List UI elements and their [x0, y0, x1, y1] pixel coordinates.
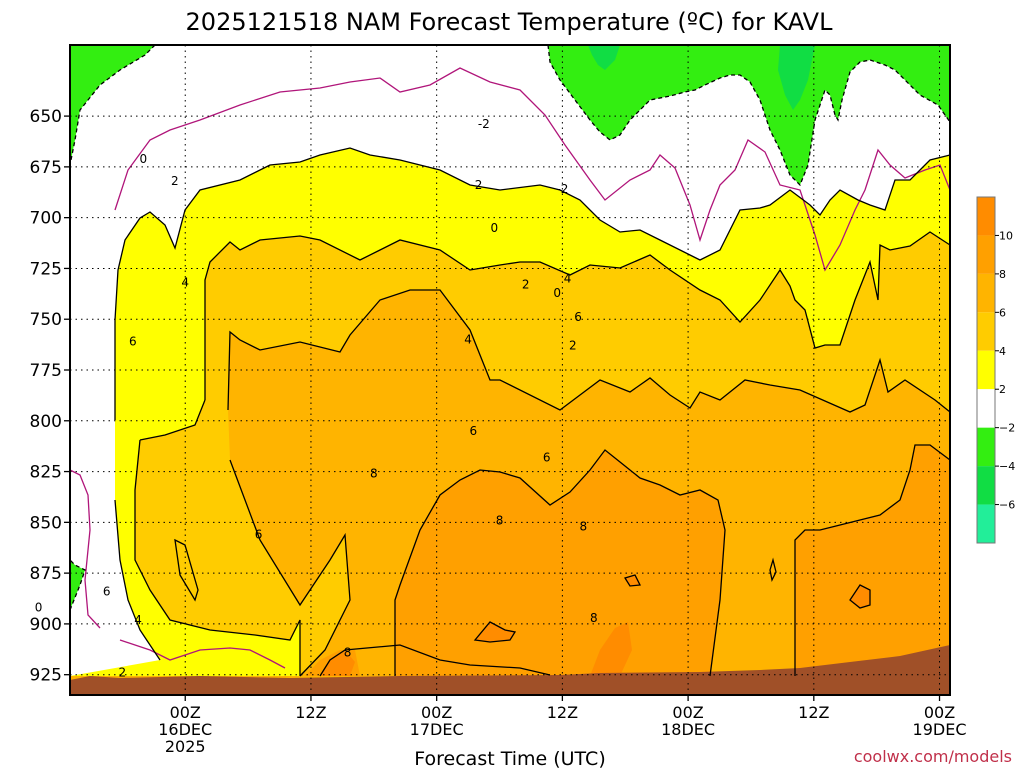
colorbar-band: [977, 389, 995, 428]
x-tick-label: 17DEC: [410, 720, 464, 739]
x-tick-label: 00Z: [924, 703, 955, 722]
band-8-10: [305, 445, 950, 676]
colorbar-band: [977, 197, 995, 236]
y-tick-label: 825: [30, 463, 62, 483]
y-tick-label: 850: [30, 513, 62, 533]
contour-label: 6: [103, 584, 111, 598]
contour-8c: [319, 644, 551, 677]
colorbar-band: [977, 427, 995, 467]
contour-label: 4: [464, 333, 472, 347]
contour-10a: [473, 621, 517, 643]
contour-2b: [114, 439, 301, 676]
contour-label: 0: [140, 152, 148, 166]
colorbar-label: −4: [999, 460, 1015, 473]
x-tick-label: 19DEC: [913, 720, 967, 739]
y-tick-label: 800: [30, 412, 62, 432]
y-tick-label: 925: [30, 666, 62, 686]
contour-label: 6: [470, 424, 478, 438]
contour-label: 6: [255, 528, 263, 542]
contour-label: 2: [119, 666, 127, 680]
grid-lines: [70, 45, 950, 695]
colorbar-label: 6: [999, 306, 1006, 319]
contour-neg2b: [547, 44, 951, 187]
x-tick-label: 12Z: [295, 703, 326, 722]
y-tick-label: 675: [30, 158, 62, 178]
chart-title: 2025121518 NAM Forecast Temperature (ºC)…: [186, 8, 834, 36]
contour-4b: [139, 399, 351, 677]
credit-text: coolwx.com/models: [854, 747, 1012, 766]
contour-2: [114, 147, 951, 420]
contour-label: 0: [553, 286, 561, 300]
y-tick-label: 750: [30, 310, 62, 330]
contour-label: 8: [580, 519, 588, 533]
y-axis: 650 675 700 725 750 775 800 825 850 875 900 925: [30, 107, 70, 686]
contour-neg2: [69, 44, 156, 166]
contour-label: -2: [556, 182, 568, 196]
contour-label: 0: [35, 601, 43, 615]
colorbar-band: [977, 273, 995, 313]
contour-label: 8: [370, 467, 378, 481]
x-tick-label: 16DEC: [158, 720, 212, 739]
contour-lines-layer: [69, 44, 951, 677]
contour-label: 8: [590, 611, 598, 625]
contour-6: [227, 289, 951, 413]
colorbar-label: 4: [999, 345, 1006, 358]
x-tick-label: 00Z: [421, 703, 452, 722]
colorbar-label: −6: [999, 499, 1015, 512]
contour-label: 2: [475, 178, 483, 192]
contour-0: [114, 67, 951, 272]
contour-label: 6: [574, 310, 582, 324]
contour-8: [394, 449, 726, 677]
contour-0b: [69, 469, 286, 669]
x-tick-label: 12Z: [798, 703, 829, 722]
colorbar-label: −2: [999, 422, 1015, 435]
y-tick-label: 875: [30, 564, 62, 584]
contour-label: 0: [490, 221, 498, 235]
ground-fill: [70, 645, 950, 695]
colorbar-label: 10: [999, 229, 1013, 242]
contour-6b: [174, 538, 199, 602]
contour-label: 6: [543, 450, 551, 464]
contour-label: 4: [564, 272, 572, 286]
contour-label: 2: [569, 339, 577, 353]
colorbar-band: [977, 466, 995, 505]
y-tick-label: 650: [30, 107, 62, 127]
colorbar-band: [977, 350, 995, 390]
contour-10b: [623, 557, 871, 609]
colorbar-band: [977, 504, 995, 543]
colorbar-band: [977, 235, 995, 274]
y-tick-label: 700: [30, 209, 62, 229]
colorbar: 10 8 6 4 2 −2 −4 −6: [976, 196, 1015, 544]
x-axis-label: Forecast Time (UTC): [414, 748, 605, 768]
x-tick-label: 18DEC: [661, 720, 715, 739]
contour-4: [204, 231, 951, 400]
colorbar-label: 8: [999, 268, 1006, 281]
contour-8b: [794, 444, 951, 676]
contour-labels: -2 -2 0 0 0 0 2 2 2 2 2 4 4 4 4 6 6 6 6 6 6 8 8 8 8 8: [35, 117, 598, 680]
contour-neg2c: [69, 559, 86, 611]
y-tick-label: 900: [30, 615, 62, 635]
band-neg2-2: [70, 45, 950, 676]
x-tick-label: 2025: [165, 737, 206, 756]
y-tick-label: 725: [30, 259, 62, 279]
contour-label: 8: [344, 645, 352, 659]
colorbar-label: 2: [999, 383, 1006, 396]
x-tick-label: 12Z: [547, 703, 578, 722]
band-neg6-neg4: [588, 45, 815, 110]
contour-label: 2: [171, 174, 179, 188]
x-tick-label: 00Z: [170, 703, 201, 722]
x-tick-label: 00Z: [672, 703, 703, 722]
contour-label: 2: [522, 278, 530, 292]
contour-label: 6: [129, 335, 137, 349]
temperature-fill-layer: [70, 45, 950, 695]
colorbar-frame: [976, 196, 996, 544]
colorbar-band: [977, 312, 995, 351]
contour-label: -2: [478, 117, 490, 131]
y-tick-label: 775: [30, 361, 62, 381]
contour-label: 8: [496, 513, 504, 527]
contour-label: 4: [181, 276, 189, 290]
contour-label: 4: [134, 613, 142, 627]
